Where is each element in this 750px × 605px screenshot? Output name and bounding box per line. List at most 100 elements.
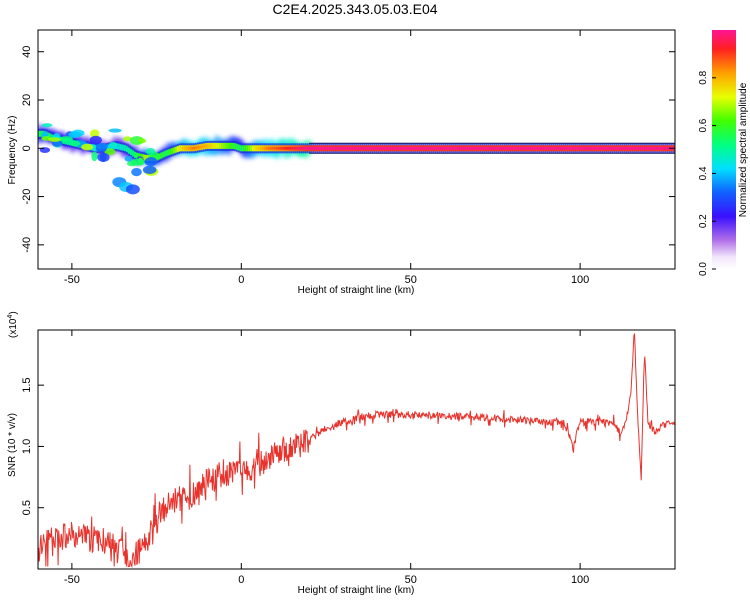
spectrogram-cell bbox=[469, 146, 473, 150]
spectrogram-cell bbox=[424, 146, 429, 150]
spectrogram-cell bbox=[585, 146, 589, 150]
spectrogram-cell bbox=[479, 146, 483, 150]
spectrogram-cell bbox=[127, 147, 132, 154]
spectrogram-cell bbox=[371, 146, 376, 150]
spectrogram-cell bbox=[609, 146, 614, 150]
spectrogram-cell bbox=[583, 146, 587, 150]
spectrogram-cell bbox=[386, 146, 390, 150]
spectrogram-cell bbox=[577, 146, 581, 150]
spectrogram-cell bbox=[461, 146, 465, 150]
spectrogram-cell bbox=[174, 146, 179, 153]
spectrogram-x-tick-label: 100 bbox=[571, 274, 589, 286]
spectrogram-cell bbox=[567, 146, 571, 150]
spectrogram-cell bbox=[158, 153, 162, 160]
colorbar: 0.0 0.2 0.4 0.6 0.8 Normalized spectral ampl… bbox=[698, 30, 749, 276]
spectrogram-cell bbox=[219, 142, 223, 149]
snr-x-axis-label: Height of straight line (km) bbox=[298, 585, 415, 596]
spectrogram-cell bbox=[172, 147, 177, 154]
spectrogram-cell bbox=[321, 146, 325, 150]
spectrogram-cell bbox=[536, 146, 540, 150]
spectrogram-cell bbox=[300, 146, 305, 150]
spectrogram-cell bbox=[420, 146, 425, 150]
spectrogram-cell bbox=[201, 145, 205, 149]
snr-x-tick-label: 0 bbox=[238, 574, 244, 586]
spectrogram-cell bbox=[180, 146, 185, 150]
spectrogram-cell bbox=[264, 146, 268, 150]
spectrogram-cell bbox=[318, 146, 323, 150]
spectrogram-cell bbox=[213, 144, 217, 148]
spectrogram-cell bbox=[351, 146, 355, 150]
spectrogram-cell bbox=[483, 146, 488, 150]
spectrogram-cell bbox=[611, 146, 616, 150]
spectrogram-cell bbox=[247, 145, 252, 152]
spectrogram-cell bbox=[46, 132, 50, 139]
spectrogram-cell bbox=[589, 146, 593, 150]
spectrogram-cell bbox=[587, 146, 591, 150]
spectrogram-cell bbox=[404, 146, 408, 150]
spectrogram-cell bbox=[225, 142, 229, 149]
spectrogram-cell bbox=[331, 146, 335, 150]
snr-series-line bbox=[38, 333, 675, 568]
spectrogram-cell bbox=[361, 146, 366, 150]
spectrogram-cell bbox=[133, 152, 138, 159]
spectrogram-cell bbox=[597, 146, 601, 150]
colorbar-tick-label: 0.2 bbox=[698, 214, 709, 228]
spectrogram-cell bbox=[286, 146, 290, 150]
spectrogram-cell bbox=[491, 146, 496, 150]
spectrogram-blob bbox=[109, 141, 117, 148]
spectrogram-cell bbox=[412, 146, 416, 150]
spectrogram-cell bbox=[501, 146, 506, 150]
spectrogram-cell bbox=[442, 146, 447, 150]
spectrogram-cell bbox=[516, 146, 520, 150]
spectrogram-cell bbox=[262, 146, 266, 150]
spectrogram-cell bbox=[205, 144, 209, 148]
spectrogram-cell bbox=[654, 146, 658, 150]
spectrogram-cell bbox=[428, 146, 433, 150]
spectrogram-cell bbox=[506, 146, 510, 150]
snr-x-tick-label: 100 bbox=[571, 574, 589, 586]
spectrogram-cell bbox=[255, 146, 260, 150]
spectrogram-ticks: -50 0 50 100 -40 -20 0 20 40 bbox=[21, 30, 675, 286]
spectrogram-cell bbox=[453, 146, 457, 150]
spectrogram-cell bbox=[554, 146, 559, 150]
spectrogram-y-tick-label: 0 bbox=[21, 145, 33, 151]
spectrogram-blob bbox=[126, 160, 137, 167]
spectrogram-blob bbox=[90, 129, 100, 139]
spectrogram-cell bbox=[640, 146, 644, 150]
spectrogram-blob bbox=[89, 135, 102, 145]
spectrogram-body bbox=[38, 123, 675, 195]
spectrogram-cell bbox=[534, 146, 538, 150]
spectrogram-core bbox=[38, 123, 675, 195]
spectrogram-cell bbox=[463, 146, 467, 150]
spectrogram-cell bbox=[634, 146, 638, 150]
snr-y-tick-label: 1.5 bbox=[21, 378, 33, 393]
spectrogram-cell bbox=[162, 151, 166, 158]
spectrogram-cell bbox=[436, 146, 441, 150]
spectrogram-cell bbox=[304, 146, 309, 150]
spectrogram-cell bbox=[392, 146, 396, 150]
spectrogram-cell bbox=[144, 154, 148, 161]
spectrogram-cell bbox=[459, 146, 463, 150]
spectrogram-blob bbox=[108, 128, 122, 133]
spectrogram-cell bbox=[390, 146, 394, 150]
spectrogram-cell bbox=[473, 146, 477, 150]
spectrogram-cell bbox=[396, 146, 400, 150]
spectrogram-cell bbox=[595, 146, 599, 150]
spectrogram-blob bbox=[138, 138, 147, 144]
spectrogram-cell bbox=[243, 145, 248, 152]
spectrogram-blob bbox=[81, 143, 94, 151]
spectrogram-cell bbox=[327, 146, 331, 150]
spectrogram-cell bbox=[408, 146, 412, 150]
spectrogram-cell bbox=[601, 146, 605, 150]
spectrogram-y-tick-label: 40 bbox=[21, 46, 33, 58]
spectrogram-cell bbox=[306, 146, 311, 150]
spectrogram-cell bbox=[312, 146, 317, 150]
spectrogram-cell bbox=[245, 145, 250, 152]
spectrogram-cell bbox=[223, 142, 227, 149]
spectrogram-cell bbox=[249, 145, 254, 152]
spectrogram-blob bbox=[95, 143, 109, 150]
spectrogram-cell bbox=[121, 144, 126, 151]
spectrogram-cell bbox=[562, 146, 567, 150]
spectrogram-cell bbox=[438, 146, 443, 150]
spectrogram-x-axis-label: Height of straight line (km) bbox=[298, 285, 415, 296]
